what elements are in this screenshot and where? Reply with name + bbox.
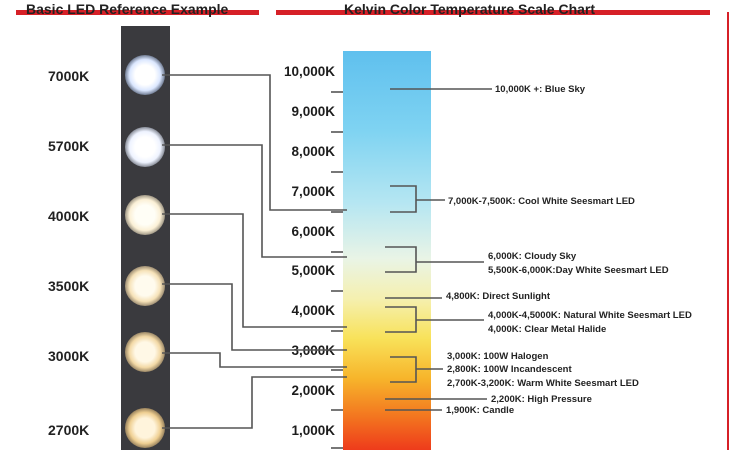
led-label-2700k: 2700K (48, 422, 90, 438)
annotation-candle: 1,900K: Candle (446, 405, 515, 416)
annotation-warm-white: 2,700K-3,200K: Warm White Seesmart LED (447, 378, 639, 389)
scale-label-8000k: 8,000K (291, 144, 335, 159)
right-header-bar: Kelvin Color Temperature Scale Chart (276, 1, 710, 17)
led-label-3500k: 3500K (48, 278, 90, 294)
left-header-title: Basic LED Reference Example (26, 1, 229, 17)
scale-label-4000k: 4,000K (291, 303, 335, 318)
led-label-7000k: 7000K (48, 68, 90, 84)
scale-label-7000k: 7,000K (291, 184, 335, 199)
annotation-metal-halide: 4,000K: Clear Metal Halide (488, 324, 607, 335)
led-label-3000k: 3000K (48, 348, 90, 364)
annotation-natural-white: 4,000K-4,5000K: Natural White Seesmart L… (488, 310, 692, 321)
bracket-day-white (385, 246, 417, 273)
annotation-incandescent: 2,800K: 100W Incandescent (447, 364, 572, 375)
scale-label-9000k: 9,000K (291, 104, 335, 119)
bracket-cool-white (390, 185, 417, 213)
led-2700k (125, 408, 165, 448)
annotation-day-white: 5,500K-6,000K:Day White Seesmart LED (488, 265, 669, 276)
annotation-halogen: 3,000K: 100W Halogen (447, 351, 549, 362)
bracket-warm-white (390, 356, 417, 383)
led-label-5700k: 5700K (48, 138, 90, 154)
right-header-title: Kelvin Color Temperature Scale Chart (344, 1, 596, 17)
scale-label-2000k: 2,000K (291, 383, 335, 398)
left-header-bar: Basic LED Reference Example (16, 1, 259, 17)
annotation-blue-sky: 10,000K +: Blue Sky (495, 84, 586, 95)
annotation-cloudy-sky: 6,000K: Cloudy Sky (488, 251, 577, 262)
scale-label-5000k: 5,000K (291, 263, 335, 278)
led-7000k (125, 55, 165, 95)
scale-label-1000k: 1,000K (291, 423, 335, 438)
connector-4000k (162, 213, 347, 328)
bracket-natural-white (385, 306, 417, 333)
led-4000k (125, 195, 165, 235)
right-border-line (727, 12, 729, 450)
led-5700k (125, 127, 165, 167)
scale-label-10000k: 10,000K (283, 64, 335, 79)
connector-3000k (162, 352, 347, 368)
connector-2700k (162, 376, 347, 429)
scale-label-6000k: 6,000K (291, 224, 335, 239)
led-label-4000k: 4000K (48, 208, 90, 224)
led-3500k (125, 266, 165, 306)
connector-5700k (162, 144, 347, 258)
annotation-direct-sunlight: 4,800K: Direct Sunlight (446, 291, 550, 302)
connector-3500k (162, 283, 347, 351)
annotation-high-pressure: 2,200K: High Pressure (491, 394, 592, 405)
led-strip (121, 26, 170, 450)
led-3000k (125, 332, 165, 372)
connector-7000k (162, 74, 347, 211)
annotation-cool-white: 7,000K-7,500K: Cool White Seesmart LED (448, 196, 635, 207)
